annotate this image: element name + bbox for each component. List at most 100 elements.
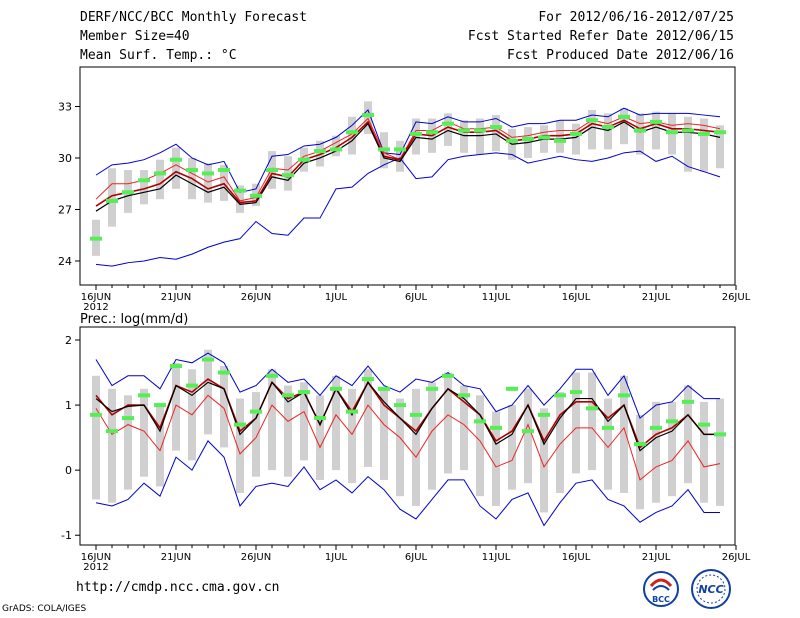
prec-member-marker (586, 406, 598, 411)
prec-member-marker (682, 399, 694, 404)
prec-range-bar (540, 408, 548, 513)
prec-range-bar (716, 398, 724, 506)
prec-line-median (95, 378, 720, 449)
prec-member-marker (90, 412, 102, 417)
bcc-logo-text: BCC (652, 595, 670, 604)
prec-range-bar (492, 411, 500, 506)
footer-url[interactable]: http://cmdp.ncc.cma.gov.cn (76, 580, 280, 595)
prec-member-marker (122, 416, 134, 421)
temp-range-bar (204, 163, 212, 203)
prec-member-marker (218, 370, 230, 375)
temp-member-marker (138, 178, 150, 183)
temp-range-bar (348, 116, 356, 155)
prec-range-bar (508, 405, 516, 490)
prec-member-marker (250, 409, 262, 414)
prec-range-bar (396, 398, 404, 497)
prec-panel-title: Prec.: log(mm/d) (80, 312, 188, 327)
prec-member-marker (490, 425, 502, 430)
prec-y-tick-label: -1 (61, 529, 72, 542)
prec-member-marker (618, 393, 630, 398)
prec-range-bar (380, 388, 388, 480)
prec-member-marker (554, 393, 566, 398)
temp-member-marker (378, 147, 390, 152)
temp-range-bar (572, 123, 580, 155)
prec-member-marker (458, 393, 470, 398)
header-produced-date: Fcst Produced Date 2012/06/16 (507, 48, 734, 63)
temp-range-bar (620, 108, 628, 145)
temp-range-bar (412, 118, 420, 155)
prec-range-bar (172, 362, 180, 451)
prec-member-marker (234, 422, 246, 427)
temp-y-tick-label: 33 (58, 100, 72, 113)
temp-x-tick-label: 26JUN (241, 292, 271, 303)
prec-range-bar (476, 395, 484, 497)
temp-member-marker (170, 157, 182, 162)
header-title: DERF/NCC/BCC Monthly Forecast (80, 10, 307, 25)
temp-range-bar (652, 111, 660, 150)
prec-member-marker (394, 403, 406, 408)
temp-range-bar (556, 120, 564, 153)
prec-range-bar (636, 414, 644, 510)
temp-member-marker (298, 157, 310, 162)
temp-x-tick-label: 21JUN (161, 292, 191, 303)
prec-member-marker (138, 393, 150, 398)
prec-range-bar (140, 388, 148, 477)
header-period: For 2012/06/16-2012/07/25 (538, 10, 734, 25)
temperature-chart: 24 27 30 33 16JUN 21JUN 26JUN 1JUL 6JUL 11JUL 16JU… (58, 66, 751, 310)
temp-member-marker (522, 137, 534, 142)
prec-range-bar (620, 375, 628, 493)
prec-range-bar (348, 388, 356, 484)
prec-range-bar (316, 395, 324, 480)
prec-member-marker (282, 393, 294, 398)
temp-range-bar (588, 109, 596, 150)
prec-member-marker (474, 419, 486, 424)
prec-y-tick-label: 2 (65, 334, 72, 347)
prec-range-bar (684, 385, 692, 484)
temp-member-marker (602, 125, 614, 130)
temp-x-tick-label: 26JUL (722, 292, 751, 303)
prec-range-bar (124, 395, 132, 490)
prec-x-tick-label: 21JUL (642, 552, 671, 563)
temp-member-marker (698, 131, 710, 136)
prec-range-bar (604, 398, 612, 490)
temp-member-marker (282, 173, 294, 178)
temp-line-min (95, 150, 721, 267)
temp-range-bar (236, 185, 244, 213)
temp-member-marker (218, 167, 230, 172)
temp-member-marker (106, 198, 118, 203)
prec-x-tick-label: 11JUL (482, 552, 511, 563)
temp-range-bar (220, 164, 228, 201)
prec-range-bar (268, 369, 276, 471)
prec-line-max (95, 352, 720, 419)
temp-x-tick-label: 16JUL (562, 292, 591, 303)
temp-member-marker (714, 130, 726, 135)
temp-x-year-label: 2012 (83, 302, 108, 310)
prec-member-marker (698, 422, 710, 427)
temp-member-marker (362, 113, 374, 118)
prec-range-bar (588, 372, 596, 471)
prec-member-marker (186, 383, 198, 388)
prec-x-tick-label: 6JUL (405, 552, 428, 563)
ncc-logo-text: NCC (698, 583, 723, 596)
prec-range-bar (364, 369, 372, 467)
temp-member-marker (122, 190, 134, 195)
prec-member-marker (362, 377, 374, 382)
prec-member-marker (602, 425, 614, 430)
temp-y-tick-label: 24 (58, 255, 72, 268)
prec-x-tick-label: 26JUL (722, 552, 751, 563)
prec-member-marker (410, 412, 422, 417)
temp-member-marker (666, 130, 678, 135)
temp-member-marker (394, 147, 406, 152)
temp-range-bar (140, 169, 148, 205)
prec-line-ensemble_mean (95, 381, 720, 452)
temp-range-bar (332, 135, 340, 157)
temp-range-bar (604, 113, 612, 150)
prec-plot-frame (79, 326, 736, 546)
prec-range-bar (284, 385, 292, 477)
temp-range-bar (716, 125, 724, 169)
temp-member-marker (458, 128, 470, 133)
temp-member-marker (474, 128, 486, 133)
temp-member-marker (314, 149, 326, 154)
temp-member-marker (266, 167, 278, 172)
temp-x-tick-label: 16JUN (81, 292, 111, 303)
